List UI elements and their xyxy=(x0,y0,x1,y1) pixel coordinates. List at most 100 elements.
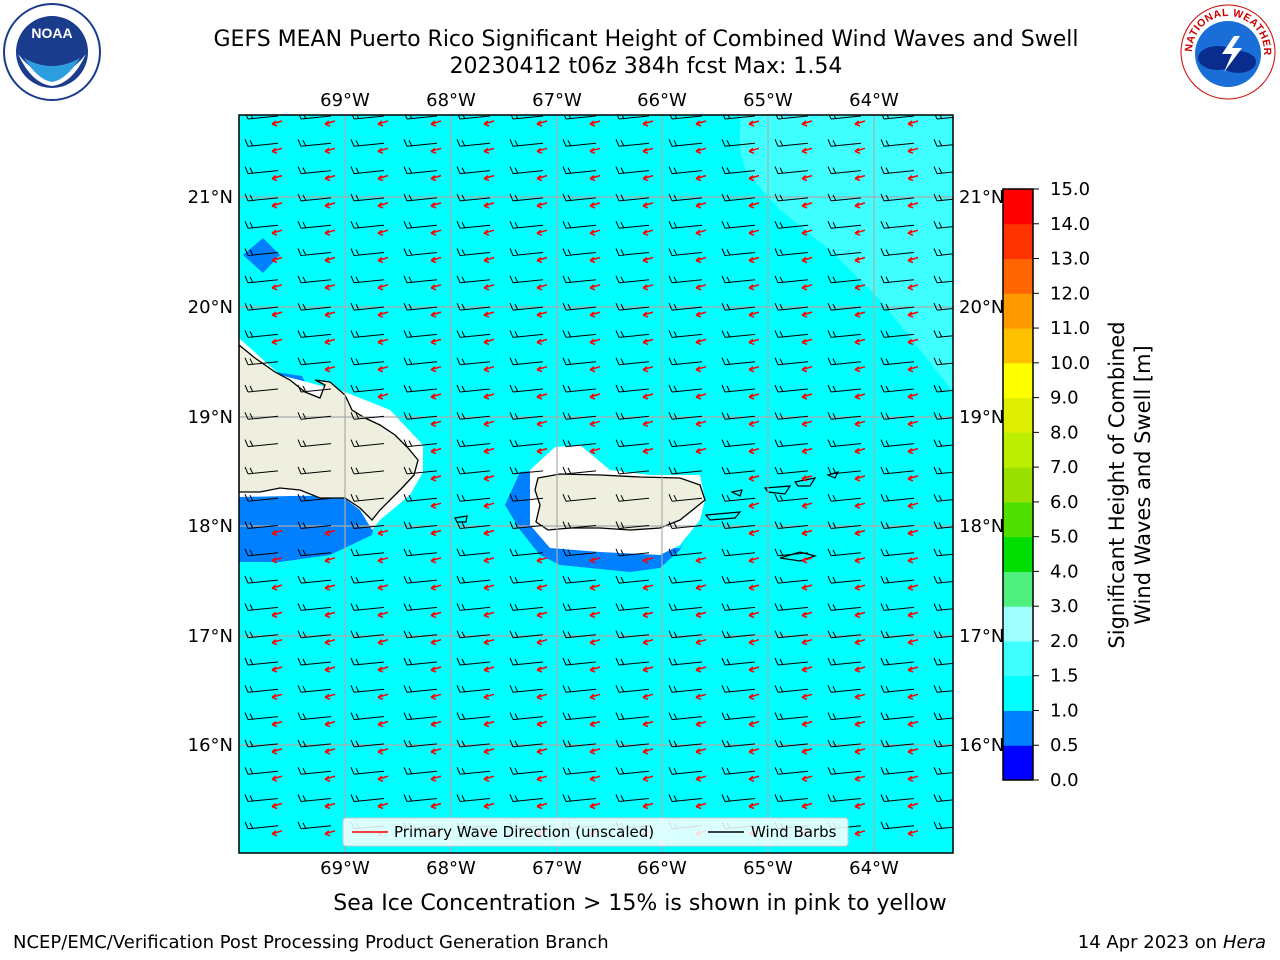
wave-direction-arrow xyxy=(801,529,813,537)
wind-barb xyxy=(827,685,862,693)
wave-direction-arrow xyxy=(695,420,707,427)
wind-barb xyxy=(615,221,650,229)
wave-direction-arrow xyxy=(748,256,760,264)
wave-direction-arrow xyxy=(536,284,548,291)
wave-direction-arrow xyxy=(536,611,548,619)
wind-barb xyxy=(774,330,809,338)
wave-direction-arrow xyxy=(324,638,336,646)
wind-barb xyxy=(297,548,332,557)
footer-date-text: 14 Apr 2023 on xyxy=(1077,932,1223,953)
colorbar-segment xyxy=(1003,606,1033,642)
wind-barb xyxy=(668,221,703,229)
wind-barb xyxy=(403,685,438,693)
wind-barb xyxy=(721,439,756,448)
wave-direction-arrow xyxy=(695,338,707,346)
wind-barb xyxy=(615,302,650,311)
wave-direction-arrow xyxy=(271,693,283,700)
wave-direction-arrow xyxy=(589,284,601,291)
wave-direction-arrow xyxy=(854,174,866,182)
wind-barb xyxy=(774,139,809,147)
lat-label-right: 17°N xyxy=(959,626,1004,647)
wind-barb xyxy=(827,657,862,666)
wind-barb xyxy=(509,439,544,448)
map-legend: Primary Wave Direction (unscaled) Wind B… xyxy=(342,817,849,847)
wave-direction-arrow xyxy=(961,722,971,727)
wind-barb xyxy=(721,794,756,802)
wind-barb xyxy=(297,794,332,802)
wind-barb xyxy=(880,657,915,666)
wave-direction-arrow xyxy=(801,693,813,700)
wind-barb xyxy=(509,794,544,802)
wave-direction-arrow xyxy=(854,256,866,264)
colorbar-segment xyxy=(1003,189,1033,225)
wave-direction-arrow xyxy=(430,720,442,728)
wave-direction-arrow xyxy=(642,775,654,782)
wave-direction-arrow xyxy=(854,529,866,537)
wave-direction-arrow xyxy=(589,202,601,209)
lat-label-right: 21°N xyxy=(959,187,1004,208)
wave-direction-arrow xyxy=(271,311,283,318)
wind-barb xyxy=(721,685,756,693)
wave-direction-arrow xyxy=(589,229,601,236)
wave-direction-arrow xyxy=(271,147,283,154)
wave-direction-arrow xyxy=(430,666,442,673)
wind-barb xyxy=(668,357,703,366)
wave-direction-arrow xyxy=(430,447,442,455)
wave-direction-arrow xyxy=(377,611,389,619)
wind-barb xyxy=(562,794,597,802)
wave-direction-arrow xyxy=(271,666,283,673)
wind-barb xyxy=(244,685,279,693)
wave-direction-arrow xyxy=(271,584,283,591)
colorbar-segment xyxy=(1003,640,1033,677)
wave-direction-arrow xyxy=(589,720,601,728)
wave-direction-arrow xyxy=(695,284,707,291)
wave-direction-arrow xyxy=(907,529,919,537)
wave-direction-arrow xyxy=(377,638,389,646)
wave-direction-arrow xyxy=(324,365,336,373)
wave-direction-arrow xyxy=(377,720,389,728)
wave-direction-arrow xyxy=(854,584,866,591)
wave-direction-arrow xyxy=(430,557,442,564)
wind-barb xyxy=(774,739,809,748)
wave-direction-arrow xyxy=(642,748,654,755)
wave-direction-arrow xyxy=(536,693,548,700)
wind-barb xyxy=(509,739,544,748)
lat-label-left: 21°N xyxy=(188,187,233,208)
wind-barb xyxy=(297,412,332,420)
wind-barb xyxy=(297,357,332,366)
wave-direction-arrow xyxy=(377,557,389,564)
wave-direction-arrow xyxy=(271,174,283,182)
wind-barb xyxy=(562,548,597,557)
wave-direction-arrow xyxy=(324,229,336,236)
wind-barb xyxy=(827,712,862,721)
wind-barb xyxy=(562,603,597,611)
wave-direction-arrow xyxy=(961,258,971,263)
wind-barb xyxy=(668,603,703,611)
wave-direction-arrow xyxy=(324,775,336,782)
wind-barb xyxy=(244,384,279,393)
wind-barb xyxy=(668,439,703,448)
wind-barb xyxy=(615,767,650,775)
wind-barb xyxy=(880,575,915,584)
lon-label-top: 68°W xyxy=(426,90,476,111)
wind-barb xyxy=(562,630,597,639)
wave-direction-arrow xyxy=(589,775,601,782)
wind-barb xyxy=(456,630,491,639)
wind-barb xyxy=(350,575,385,584)
wind-barb xyxy=(562,575,597,584)
wave-direction-arrow xyxy=(801,638,813,646)
wave-direction-arrow xyxy=(377,529,389,537)
wave-direction-arrow xyxy=(907,120,919,127)
wind-barb xyxy=(562,412,597,420)
wave-direction-arrow xyxy=(430,529,442,537)
wave-direction-arrow xyxy=(324,802,336,810)
wind-barb xyxy=(827,439,862,448)
wave-direction-arrow xyxy=(695,202,707,209)
lon-label-top: 66°W xyxy=(637,90,687,111)
wave-direction-arrow xyxy=(748,584,760,591)
wave-direction-arrow xyxy=(430,174,442,182)
wind-barb xyxy=(880,603,915,611)
wave-direction-arrow xyxy=(695,638,707,646)
wave-direction-arrow xyxy=(854,638,866,646)
wind-barb xyxy=(615,548,650,557)
